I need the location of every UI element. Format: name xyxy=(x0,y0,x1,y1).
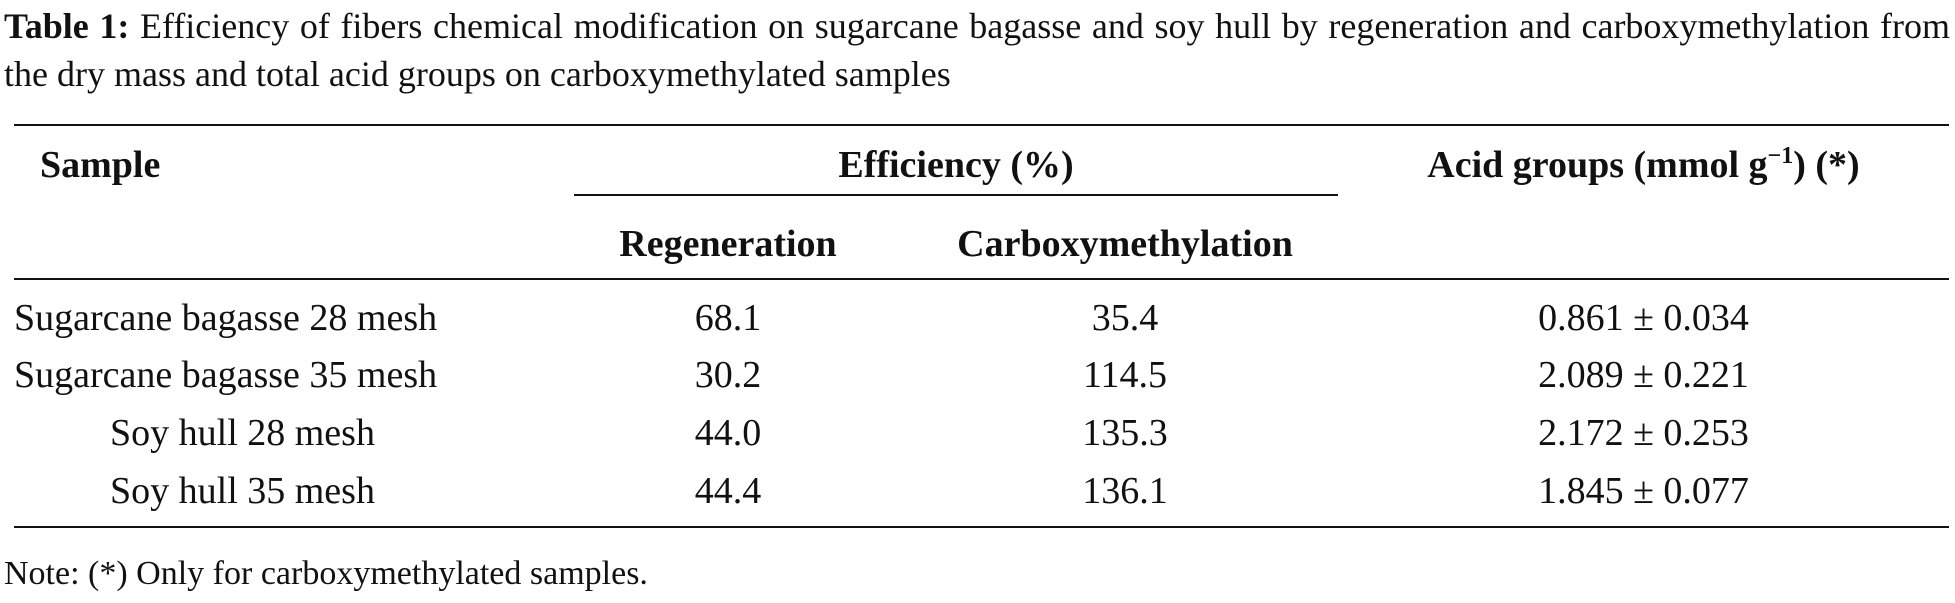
acid-groups-exponent: −1 xyxy=(1767,143,1794,169)
row-sample: Soy hull 35 mesh xyxy=(110,470,375,512)
row-sample: Sugarcane bagasse 35 mesh xyxy=(14,354,438,396)
row-carboxymethylation: 35.4 xyxy=(1091,297,1159,339)
row-acid-groups: 2.172 ± 0.253 xyxy=(1538,412,1749,454)
row-regeneration: 68.1 xyxy=(694,297,762,339)
header-sample: Sample xyxy=(40,144,161,186)
row-acid-groups: 1.845 ± 0.077 xyxy=(1538,470,1749,512)
row-sample: Sugarcane bagasse 28 mesh xyxy=(14,297,438,339)
row-sample: Soy hull 28 mesh xyxy=(110,412,375,454)
row-acid-groups: 0.861 ± 0.034 xyxy=(1538,297,1749,339)
row-regeneration: 30.2 xyxy=(694,354,762,396)
acid-groups-prefix: Acid groups (mmol g xyxy=(1427,144,1768,186)
header-efficiency: Efficiency (%) xyxy=(838,144,1074,186)
row-carboxymethylation: 135.3 xyxy=(1082,412,1168,454)
header-carboxymethylation: Carboxymethylation xyxy=(957,223,1293,265)
caption-label: Table 1: xyxy=(4,6,130,46)
row-regeneration: 44.0 xyxy=(694,412,762,454)
caption-text: Efficiency of fibers chemical modificati… xyxy=(4,6,1950,94)
table-caption: Table 1: Efficiency of fibers chemical m… xyxy=(4,2,1950,98)
header-regeneration: Regeneration xyxy=(619,223,837,265)
row-carboxymethylation: 114.5 xyxy=(1082,354,1168,396)
acid-groups-suffix: ) (*) xyxy=(1793,144,1860,186)
bottom-rule xyxy=(14,526,1949,528)
efficiency-group-rule xyxy=(574,194,1338,196)
row-regeneration: 44.4 xyxy=(694,470,762,512)
table-note: Note: (*) Only for carboxymethylated sam… xyxy=(4,555,648,592)
row-acid-groups: 2.089 ± 0.221 xyxy=(1538,354,1749,396)
header-acid-groups: Acid groups (mmol g−1) (*) xyxy=(1338,142,1949,188)
row-carboxymethylation: 136.1 xyxy=(1082,470,1168,512)
top-rule xyxy=(14,124,1949,126)
header-bottom-rule xyxy=(14,278,1949,280)
